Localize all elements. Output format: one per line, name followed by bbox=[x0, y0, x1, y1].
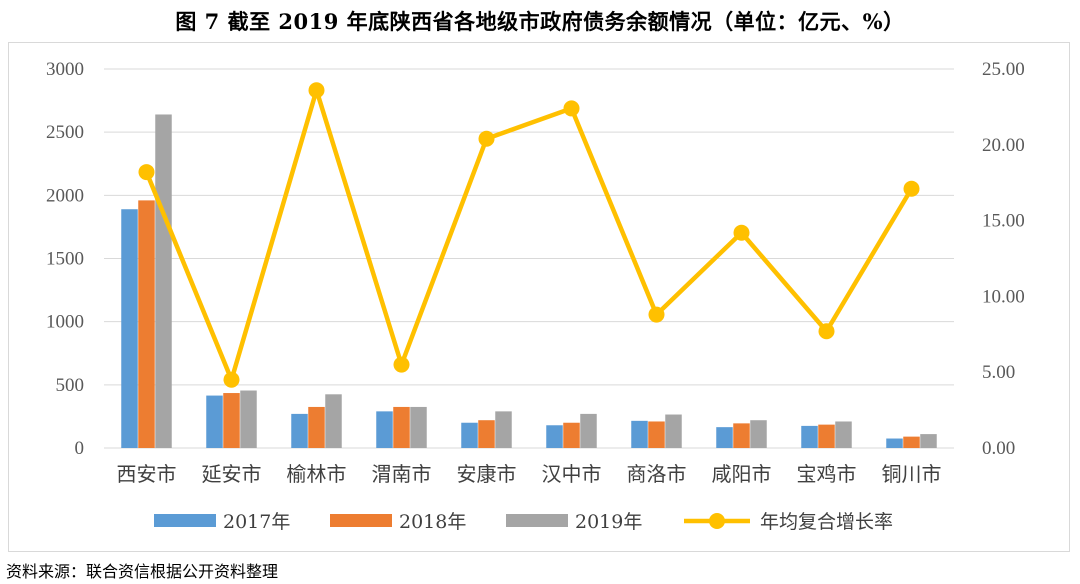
legend-label: 年均复合增长率 bbox=[760, 511, 893, 533]
bar-2019年 bbox=[155, 114, 172, 448]
legend-swatch bbox=[154, 514, 216, 527]
category-label: 安康市 bbox=[457, 462, 517, 486]
bar-2019年 bbox=[495, 411, 512, 448]
y-left-tick-label: 2000 bbox=[46, 185, 84, 206]
y-left-tick-label: 500 bbox=[56, 375, 85, 396]
rate-point bbox=[818, 323, 835, 340]
rate-point bbox=[223, 371, 240, 388]
chart-svg: 0 500 1000 1500 2000 2500 3000 0.00 5.00 10.00 15… bbox=[46, 59, 1025, 533]
y-right-tick-label: 0.00 bbox=[982, 438, 1015, 459]
source-note: 资料来源：联合资信根据公开资料整理 bbox=[6, 562, 279, 581]
bar-2018年 bbox=[138, 200, 155, 448]
category-label: 延安市 bbox=[202, 462, 262, 486]
grid-lines bbox=[104, 68, 954, 449]
bar-2017年 bbox=[121, 209, 138, 448]
bar-2017年 bbox=[376, 411, 393, 448]
rate-point bbox=[563, 100, 580, 117]
y-left-tick-label: 0 bbox=[75, 438, 85, 459]
rate-point bbox=[308, 82, 325, 99]
bar-2019年 bbox=[665, 414, 682, 448]
rate-point bbox=[393, 356, 410, 373]
bar-2019年 bbox=[580, 413, 597, 448]
left-axis-ticks: 0 500 1000 1500 2000 2500 3000 bbox=[46, 59, 84, 459]
bar-2017年 bbox=[886, 438, 903, 448]
bar-2018年 bbox=[393, 406, 410, 448]
rate-point bbox=[648, 306, 665, 323]
right-axis-ticks: 0.00 5.00 10.00 15.00 20.00 25.00 bbox=[982, 59, 1025, 459]
bar-2017年 bbox=[291, 413, 308, 448]
bar-2017年 bbox=[631, 420, 648, 448]
rate-point bbox=[733, 224, 750, 241]
bar-2019年 bbox=[240, 390, 257, 448]
legend-marker bbox=[709, 513, 725, 529]
bar-2019年 bbox=[410, 406, 427, 448]
category-label: 铜川市 bbox=[882, 462, 942, 486]
bar-2017年 bbox=[206, 395, 223, 448]
y-right-tick-label: 15.00 bbox=[982, 211, 1025, 232]
bar-2018年 bbox=[478, 420, 495, 448]
bar-2019年 bbox=[835, 421, 852, 448]
bar-2019年 bbox=[750, 420, 767, 448]
bar-2017年 bbox=[716, 427, 733, 448]
bar-2019年 bbox=[325, 394, 342, 448]
category-label: 咸阳市 bbox=[712, 462, 772, 486]
legend-swatch bbox=[506, 514, 568, 527]
bar-2018年 bbox=[648, 421, 665, 448]
category-label: 西安市 bbox=[117, 462, 177, 486]
category-label: 商洛市 bbox=[627, 462, 687, 486]
bar-2018年 bbox=[223, 393, 240, 448]
figure-title: 图 7 截至 2019 年底陕西省各地级市政府债务余额情况（单位：亿元、%） bbox=[175, 9, 905, 34]
y-left-tick-label: 3000 bbox=[46, 59, 84, 80]
category-labels: 西安市 延安市 榆林市 渭南市 安康市 汉中市 商洛市 咸阳市 宝鸡市 铜川市 bbox=[117, 462, 942, 486]
bar-2018年 bbox=[733, 423, 750, 448]
legend-swatch bbox=[330, 514, 392, 527]
category-label: 宝鸡市 bbox=[797, 462, 857, 486]
legend-label: 2017年 bbox=[223, 511, 290, 533]
bars bbox=[121, 114, 937, 448]
chart-area: 0 500 1000 1500 2000 2500 3000 0.00 5.00 10.00 15… bbox=[8, 42, 1070, 552]
category-label: 渭南市 bbox=[372, 462, 432, 486]
rate-line bbox=[138, 82, 920, 388]
y-right-tick-label: 20.00 bbox=[982, 135, 1025, 156]
y-left-tick-label: 1000 bbox=[46, 312, 84, 333]
y-left-tick-label: 1500 bbox=[46, 249, 84, 270]
bar-2018年 bbox=[563, 422, 580, 448]
y-right-tick-label: 5.00 bbox=[982, 362, 1015, 383]
legend-label: 2019年 bbox=[575, 511, 642, 533]
bar-2017年 bbox=[546, 425, 563, 448]
rate-point bbox=[138, 164, 155, 181]
bar-2017年 bbox=[801, 425, 818, 448]
category-label: 汉中市 bbox=[542, 462, 602, 486]
bar-2018年 bbox=[818, 424, 835, 448]
y-right-tick-label: 10.00 bbox=[982, 286, 1025, 307]
y-left-tick-label: 2500 bbox=[46, 122, 84, 143]
bar-2017年 bbox=[461, 422, 478, 448]
rate-point bbox=[478, 130, 495, 147]
bar-2018年 bbox=[903, 436, 920, 448]
legend-label: 2018年 bbox=[399, 511, 466, 533]
y-right-tick-label: 25.00 bbox=[982, 59, 1025, 80]
bar-2019年 bbox=[920, 434, 937, 448]
category-label: 榆林市 bbox=[287, 462, 347, 486]
legend: 2017年 2018年 2019年 年均复合增长率 bbox=[154, 511, 893, 533]
rate-line-path bbox=[144, 87, 914, 383]
rate-point bbox=[903, 180, 920, 197]
bar-2018年 bbox=[308, 406, 325, 448]
